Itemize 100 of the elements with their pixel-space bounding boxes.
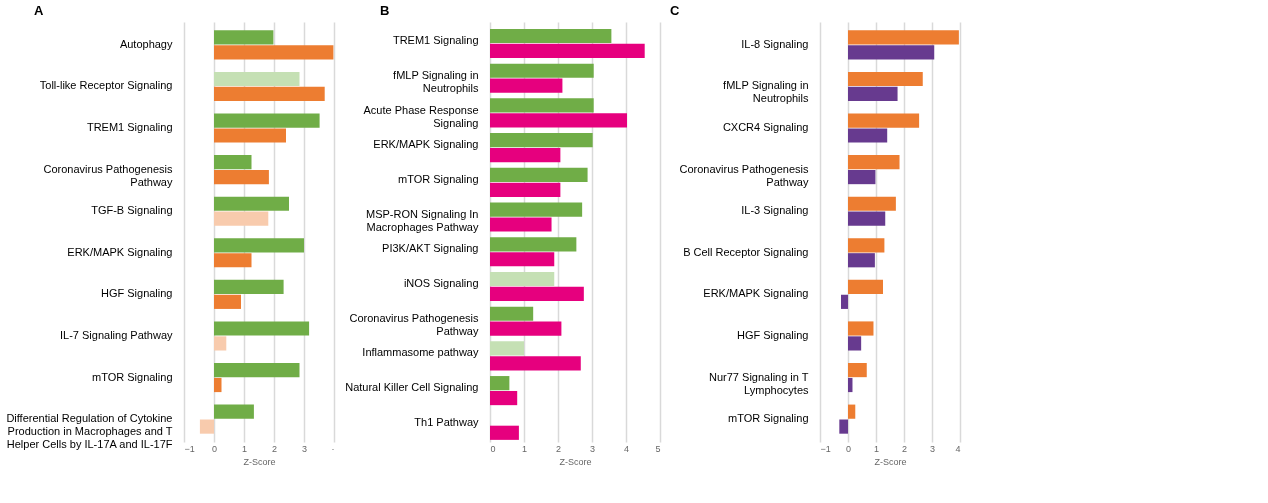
bar: [490, 286, 584, 302]
bar: [490, 341, 524, 356]
x-tick-label: 0: [211, 443, 218, 454]
bar: [214, 128, 286, 143]
x-axis-title: Z-Score: [874, 456, 907, 467]
bar: [214, 196, 289, 211]
bar: [848, 128, 888, 143]
bar: [490, 167, 588, 182]
y-tick-label: Nur77 Signaling in T Lymphocytes: [709, 370, 809, 396]
x-tick-label: 1: [521, 443, 528, 454]
y-tick-label: Autophagy: [119, 37, 173, 50]
x-tick-label: 1: [873, 443, 880, 454]
bar: [490, 237, 577, 252]
bar: [490, 425, 519, 440]
y-tick-label: TREM1 Signaling: [392, 34, 479, 47]
y-tick-label: Natural Killer Cell Signaling: [345, 381, 479, 394]
bar: [848, 362, 867, 378]
bar: [214, 294, 241, 309]
bar: [848, 211, 886, 226]
bar: [214, 377, 222, 393]
bar: [839, 419, 848, 434]
bar: [490, 182, 561, 197]
y-tick-label: Coronavirus Pathogenesis Pathway: [43, 162, 173, 188]
bar: [490, 133, 593, 148]
bar: [214, 155, 252, 170]
bar: [490, 306, 534, 321]
bar: [848, 113, 920, 128]
x-tick-label: ·: [331, 443, 335, 454]
bar: [848, 253, 875, 268]
x-tick-label: 0: [490, 443, 496, 454]
bar: [214, 238, 304, 253]
y-tick-label: MSP-RON Signaling In Macrophages Pathway: [366, 207, 479, 233]
x-tick-label: 3: [929, 443, 936, 454]
x-tick-label: 2: [901, 443, 908, 454]
y-tick-label: TGF-B Signaling: [91, 204, 173, 217]
bar: [848, 86, 898, 102]
text: B: [380, 3, 390, 18]
bar: [214, 336, 227, 351]
y-tick-label: TREM1 Signaling: [86, 121, 173, 134]
bar: [490, 356, 581, 371]
bar: [490, 78, 563, 93]
x-axis-title: Z-Score: [559, 456, 592, 467]
y-tick-label: CXCR4 Signaling: [722, 121, 809, 134]
bar: [848, 279, 883, 294]
bar: [214, 253, 252, 268]
bar: [848, 155, 900, 170]
bar: [848, 30, 959, 45]
bar: [490, 252, 555, 267]
x-tick-label: 2: [555, 443, 562, 454]
bar: [214, 170, 269, 185]
x-tick-label: 2: [271, 443, 278, 454]
bar: [490, 217, 552, 232]
bar: [214, 113, 320, 128]
bar: [490, 390, 518, 406]
x-tick-label: −1: [820, 443, 831, 454]
y-tick-label: PI3K/AKT Signaling: [382, 242, 479, 255]
x-tick-label: 0: [845, 443, 852, 454]
y-tick-label: mTOR Signaling: [398, 172, 479, 185]
bar: [490, 28, 612, 44]
bar: [490, 63, 594, 78]
x-tick-label: 4: [623, 443, 630, 454]
bar: [214, 404, 254, 419]
bar: [848, 336, 862, 351]
y-tick-label: ERK/MAPK Signaling: [67, 245, 173, 258]
bar: [848, 238, 885, 253]
y-tick-label: HGF Signaling: [736, 328, 809, 341]
bar: [214, 71, 300, 87]
y-tick-label: IL-8 Signaling: [741, 37, 809, 50]
bar: [214, 321, 310, 336]
x-tick-label: −1: [184, 443, 195, 454]
x-tick-label: 4: [955, 443, 961, 454]
bar: [490, 376, 510, 391]
y-tick-label: fMLP Signaling in Neutrophils: [723, 79, 809, 105]
bar: [214, 211, 269, 226]
bar: [848, 45, 935, 60]
text: A: [34, 3, 44, 18]
y-tick-label: Coronavirus Pathogenesis Pathway: [679, 162, 809, 188]
bar: [848, 404, 856, 419]
x-tick-label: 3: [301, 443, 308, 454]
y-tick-label: Toll-like Receptor Signaling: [39, 79, 173, 92]
bar: [490, 321, 562, 336]
bar: [848, 321, 874, 336]
bar: [214, 362, 300, 378]
bar: [490, 98, 594, 113]
y-tick-label: HGF Signaling: [100, 287, 173, 300]
y-tick-label: Inflammasome pathway: [362, 346, 479, 359]
bar: [848, 170, 876, 185]
x-tick-label: 1: [241, 443, 248, 454]
bar: [841, 294, 848, 309]
y-tick-label: ERK/MAPK Signaling: [373, 138, 479, 151]
y-tick-label: Acute Phase Response Signaling: [363, 103, 479, 129]
x-axis-title: Z-Score: [243, 456, 276, 467]
y-tick-label: iNOS Signaling: [403, 277, 479, 290]
x-tick-label: 3: [589, 443, 596, 454]
bar: [214, 30, 274, 45]
bar: [199, 419, 214, 434]
y-tick-label: Th1 Pathway: [414, 415, 479, 428]
bar: [848, 71, 923, 87]
y-tick-label: IL-7 Signaling Pathway: [59, 328, 173, 341]
bar: [214, 45, 334, 60]
